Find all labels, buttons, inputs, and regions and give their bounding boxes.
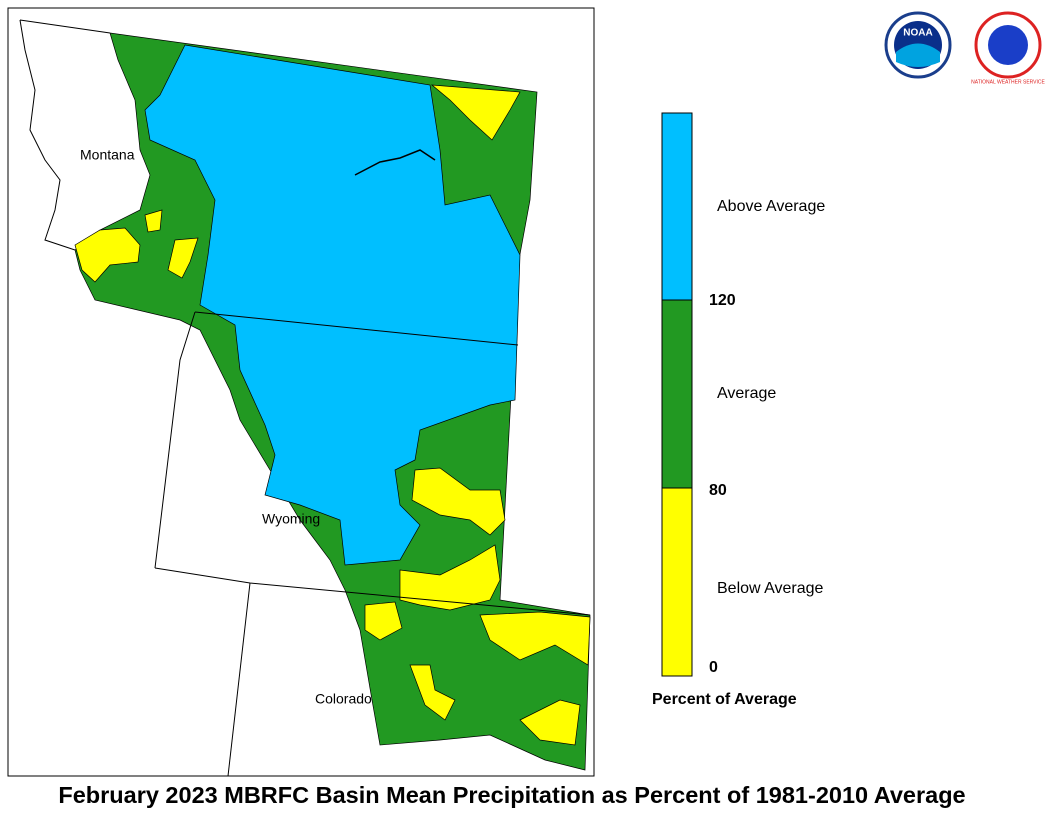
basin-below bbox=[74, 227, 141, 283]
basin-below bbox=[409, 664, 456, 721]
wyoming-west-line bbox=[154, 311, 196, 569]
idaho-montana-line bbox=[19, 19, 76, 251]
basin-below bbox=[399, 544, 501, 611]
legend-label: Average bbox=[717, 385, 776, 402]
noaa-text: NOAA bbox=[903, 28, 932, 39]
basin-below bbox=[364, 601, 403, 641]
legend-swatch bbox=[661, 487, 693, 677]
basin-below bbox=[411, 467, 506, 536]
basin-below-group bbox=[74, 84, 591, 746]
legend-tick: 0 bbox=[709, 659, 718, 676]
legend-title: Percent of Average bbox=[652, 691, 797, 708]
wyoming-north-line bbox=[194, 311, 519, 346]
state-label: Colorado bbox=[315, 691, 372, 707]
basin-above bbox=[144, 44, 521, 566]
basin-below bbox=[479, 611, 591, 666]
legend-tick: 80 bbox=[709, 482, 727, 499]
nws-text: NATIONAL WEATHER SERVICE bbox=[971, 79, 1045, 85]
title: February 2023 MBRFC Basin Mean Precipita… bbox=[58, 782, 965, 808]
legend-tick: 120 bbox=[709, 292, 736, 309]
legend-label: Below Average bbox=[717, 580, 824, 597]
montana-boundary bbox=[19, 19, 111, 34]
state-label: Montana bbox=[80, 147, 135, 163]
legend-swatch bbox=[661, 299, 693, 489]
nws-logo-inner bbox=[988, 25, 1028, 65]
legend-swatch bbox=[661, 112, 693, 301]
basin-below bbox=[430, 84, 521, 141]
basin-below bbox=[144, 209, 163, 233]
colorado-west-line bbox=[227, 582, 251, 777]
state-lines bbox=[19, 19, 591, 777]
noaa-wave bbox=[896, 43, 940, 67]
legend-label: Above Average bbox=[717, 198, 825, 215]
river bbox=[354, 149, 436, 176]
basin-below bbox=[167, 237, 199, 279]
basin-below bbox=[519, 699, 581, 746]
state-label: Wyoming bbox=[262, 511, 320, 527]
